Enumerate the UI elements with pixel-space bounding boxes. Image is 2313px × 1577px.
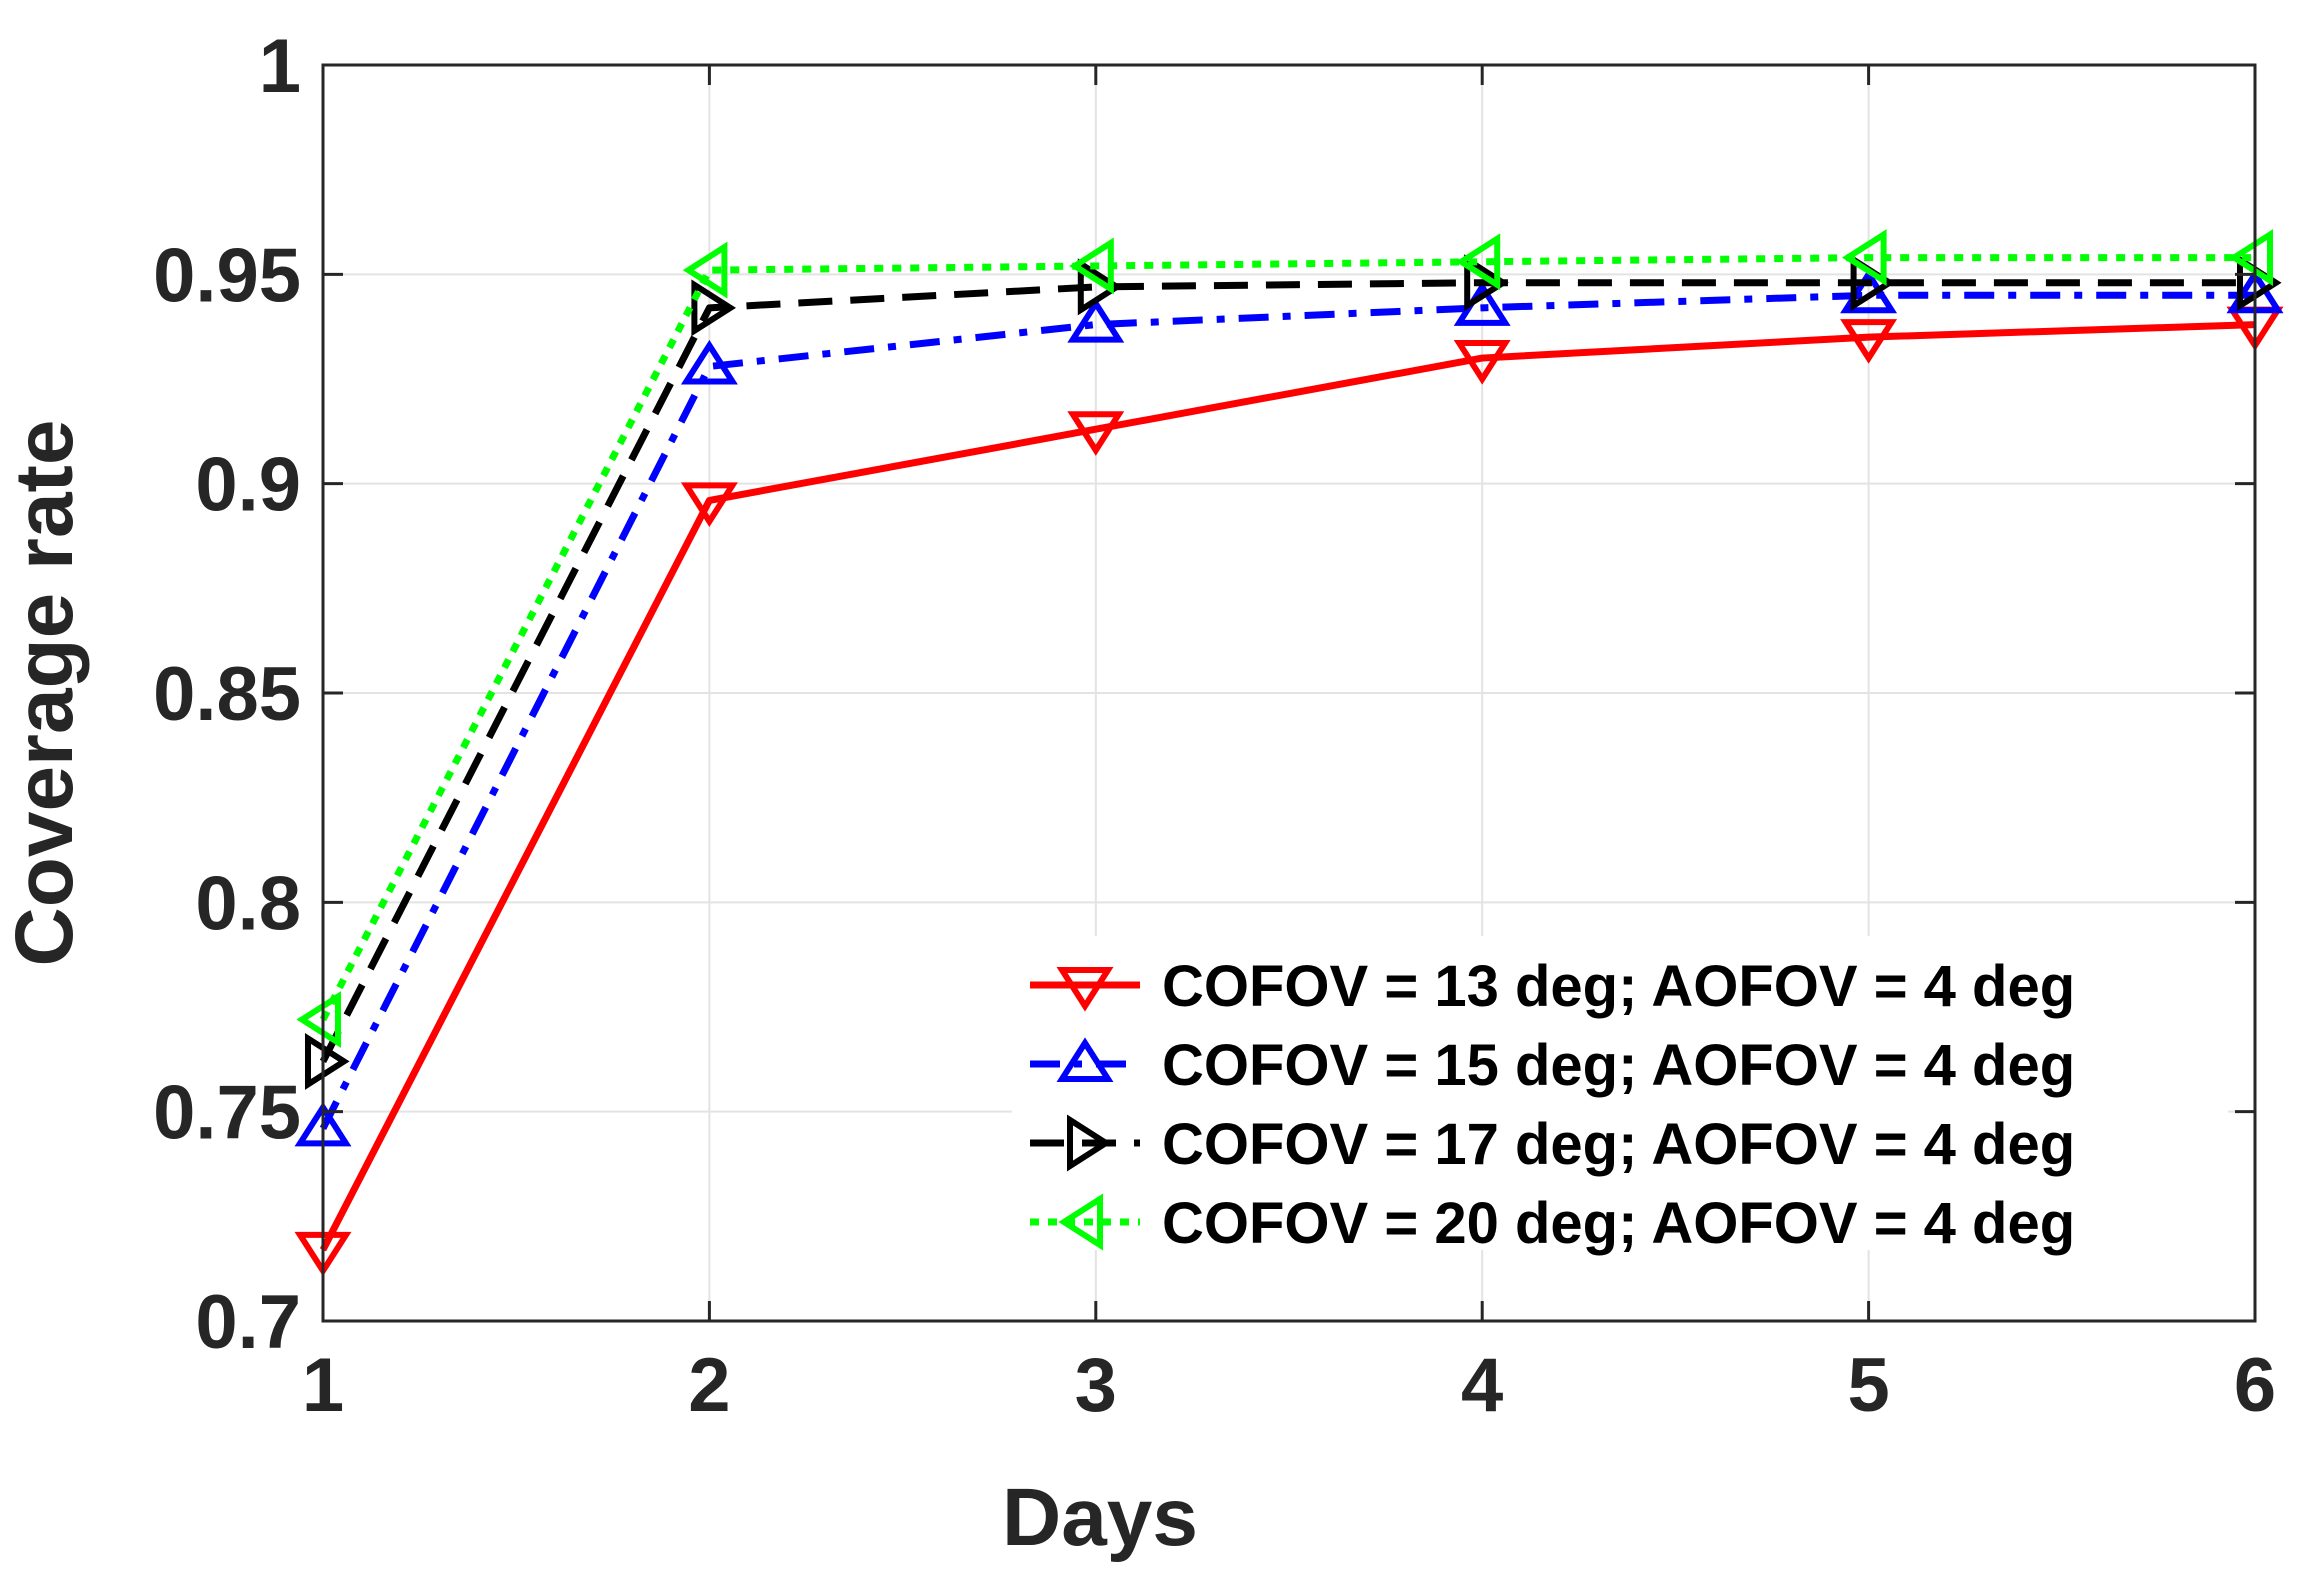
y-tick-label: 1: [259, 24, 301, 109]
legend-label: COFOV = 20 deg; AOFOV = 4 deg: [1162, 1191, 2075, 1256]
legend-label: COFOV = 17 deg; AOFOV = 4 deg: [1162, 1112, 2075, 1177]
x-tick-label: 5: [1847, 1343, 1889, 1428]
legend-box: [1012, 936, 2228, 1250]
data-point-marker: [691, 279, 736, 337]
data-point-marker: [2228, 229, 2274, 287]
series-line: [319, 291, 2255, 1130]
data-point-marker: [296, 991, 342, 1049]
data-point-marker: [1077, 258, 1123, 316]
data-point-marker: [1067, 411, 1125, 456]
legend-marker: [1058, 1193, 1104, 1251]
legend-item: COFOV = 15 deg; AOFOV = 4 deg: [1030, 1033, 2075, 1098]
series-1: [294, 306, 2284, 1277]
y-tick-label: 0.75: [153, 1071, 301, 1156]
x-tick-label: 4: [1461, 1343, 1503, 1428]
y-tick-label: 0.85: [153, 652, 301, 737]
y-tick-label: 0.7: [195, 1280, 301, 1365]
data-point-marker: [1842, 229, 1887, 287]
series-line: [319, 279, 2255, 1064]
data-point-marker: [680, 339, 738, 385]
data-point-marker: [1464, 254, 1509, 312]
data-point-marker: [1069, 237, 1114, 295]
series-line: [319, 254, 2255, 1022]
x-tick-label: 1: [302, 1343, 344, 1428]
legend-label: COFOV = 13 deg; AOFOV = 4 deg: [1162, 954, 2075, 1019]
series-4: [296, 229, 2274, 1049]
legend-item: COFOV = 20 deg; AOFOV = 4 deg: [1030, 1191, 2075, 1256]
data-point-marker: [682, 241, 728, 299]
data-point-marker: [1840, 319, 1898, 364]
data-point-marker: [1067, 297, 1125, 343]
legend-item: COFOV = 13 deg; AOFOV = 4 deg: [1030, 954, 2075, 1019]
series-line: [319, 321, 2256, 1252]
legend-label: COFOV = 15 deg; AOFOV = 4 deg: [1162, 1033, 2075, 1098]
data-point-marker: [304, 1032, 350, 1090]
data-point-marker: [680, 482, 738, 527]
x-tick-label: 2: [688, 1343, 730, 1428]
y-axis-title: Coverage rate: [0, 420, 90, 967]
axis-ticks: 1 2 3 4 5 6 0.7 0.75 0.8 0.85 0.9 0.95 1: [153, 24, 2276, 1428]
data-point-marker: [1453, 340, 1511, 385]
x-tick-label: 6: [2234, 1343, 2276, 1428]
legend-marker: [1066, 1114, 1112, 1172]
legend-item: COFOV = 17 deg; AOFOV = 4 deg: [1030, 1112, 2075, 1177]
legend-marker: [1056, 1037, 1114, 1083]
y-tick-label: 0.95: [153, 233, 301, 318]
legend: COFOV = 13 deg; AOFOV = 4 deg COFOV = 15 …: [1012, 936, 2228, 1256]
data-point-marker: [1455, 233, 1501, 291]
y-tick-label: 0.9: [195, 443, 301, 528]
data-series: [294, 229, 2284, 1277]
y-tick-label: 0.8: [195, 861, 301, 946]
x-axis-title: Days: [1002, 1472, 1198, 1563]
x-tick-label: 3: [1075, 1343, 1117, 1428]
legend-marker: [1056, 966, 1114, 1012]
